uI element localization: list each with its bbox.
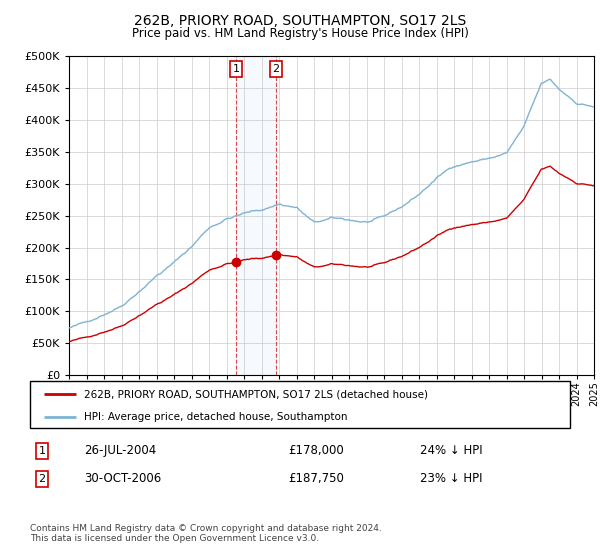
- Text: Price paid vs. HM Land Registry's House Price Index (HPI): Price paid vs. HM Land Registry's House …: [131, 27, 469, 40]
- Text: 24% ↓ HPI: 24% ↓ HPI: [420, 444, 482, 458]
- Text: 262B, PRIORY ROAD, SOUTHAMPTON, SO17 2LS (detached house): 262B, PRIORY ROAD, SOUTHAMPTON, SO17 2LS…: [84, 389, 428, 399]
- Text: 23% ↓ HPI: 23% ↓ HPI: [420, 472, 482, 486]
- Bar: [236, 56, 276, 375]
- Text: HPI: Average price, detached house, Southampton: HPI: Average price, detached house, Sout…: [84, 412, 347, 422]
- Text: 262B, PRIORY ROAD, SOUTHAMPTON, SO17 2LS: 262B, PRIORY ROAD, SOUTHAMPTON, SO17 2LS: [134, 14, 466, 28]
- Text: £187,750: £187,750: [288, 472, 344, 486]
- Text: 2: 2: [38, 474, 46, 484]
- Text: Contains HM Land Registry data © Crown copyright and database right 2024.
This d: Contains HM Land Registry data © Crown c…: [30, 524, 382, 543]
- Text: 26-JUL-2004: 26-JUL-2004: [84, 444, 156, 458]
- Text: 1: 1: [38, 446, 46, 456]
- Text: 30-OCT-2006: 30-OCT-2006: [84, 472, 161, 486]
- FancyBboxPatch shape: [30, 381, 570, 428]
- Text: 2: 2: [272, 64, 280, 74]
- Text: £178,000: £178,000: [288, 444, 344, 458]
- Text: 1: 1: [232, 64, 239, 74]
